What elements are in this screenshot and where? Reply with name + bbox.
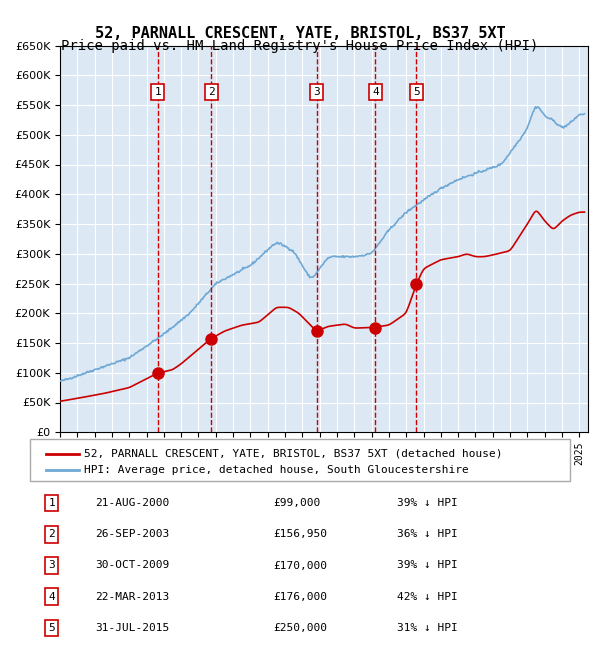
Text: 31% ↓ HPI: 31% ↓ HPI [397, 623, 458, 633]
Text: 42% ↓ HPI: 42% ↓ HPI [397, 592, 458, 602]
Text: 52, PARNALL CRESCENT, YATE, BRISTOL, BS37 5XT (detached house): 52, PARNALL CRESCENT, YATE, BRISTOL, BS3… [84, 448, 503, 458]
Text: 4: 4 [372, 87, 379, 97]
Text: 39% ↓ HPI: 39% ↓ HPI [397, 498, 458, 508]
Text: £176,000: £176,000 [273, 592, 327, 602]
Text: £99,000: £99,000 [273, 498, 320, 508]
Text: 30-OCT-2009: 30-OCT-2009 [95, 560, 169, 571]
Text: 4: 4 [48, 592, 55, 602]
Text: 31-JUL-2015: 31-JUL-2015 [95, 623, 169, 633]
Text: 5: 5 [413, 87, 419, 97]
Text: Price paid vs. HM Land Registry's House Price Index (HPI): Price paid vs. HM Land Registry's House … [61, 39, 539, 53]
FancyBboxPatch shape [30, 439, 570, 481]
Text: 2: 2 [48, 529, 55, 539]
Text: 2: 2 [208, 87, 215, 97]
Text: HPI: Average price, detached house, South Gloucestershire: HPI: Average price, detached house, Sout… [84, 465, 469, 475]
Text: 22-MAR-2013: 22-MAR-2013 [95, 592, 169, 602]
Text: 1: 1 [48, 498, 55, 508]
Text: £250,000: £250,000 [273, 623, 327, 633]
Text: 21-AUG-2000: 21-AUG-2000 [95, 498, 169, 508]
Text: 39% ↓ HPI: 39% ↓ HPI [397, 560, 458, 571]
Text: 26-SEP-2003: 26-SEP-2003 [95, 529, 169, 539]
Text: 3: 3 [313, 87, 320, 97]
Text: 3: 3 [48, 560, 55, 571]
Text: 5: 5 [48, 623, 55, 633]
Text: £170,000: £170,000 [273, 560, 327, 571]
Text: £156,950: £156,950 [273, 529, 327, 539]
Text: 36% ↓ HPI: 36% ↓ HPI [397, 529, 458, 539]
Text: 1: 1 [154, 87, 161, 97]
Text: 52, PARNALL CRESCENT, YATE, BRISTOL, BS37 5XT: 52, PARNALL CRESCENT, YATE, BRISTOL, BS3… [95, 26, 505, 41]
